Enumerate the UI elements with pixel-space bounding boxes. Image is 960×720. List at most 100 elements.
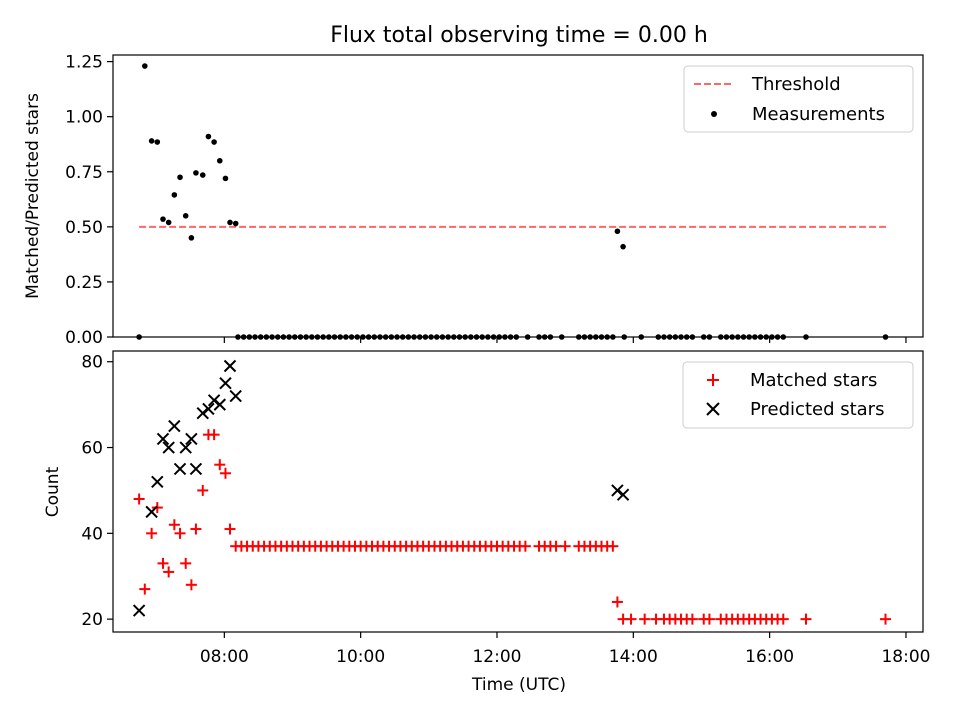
matched-star-point xyxy=(777,613,789,625)
bottom-x-tick-label: 16:00 xyxy=(745,647,794,667)
matched-star-point xyxy=(208,429,220,441)
measurement-point xyxy=(154,139,161,145)
predicted-star-point xyxy=(189,462,203,476)
bottom-y-tick-label: 80 xyxy=(81,353,103,373)
chart-title: Flux total observing time = 0.00 h xyxy=(330,23,708,48)
predicted-star-point xyxy=(173,462,187,476)
bottom-x-tick-label: 10:00 xyxy=(336,647,385,667)
top-legend: Threshold Measurements xyxy=(683,65,914,133)
measurement-point xyxy=(142,63,148,69)
bottom-x-tick-label: 14:00 xyxy=(609,647,658,667)
bottom-plot-frame xyxy=(112,350,924,633)
measurement-point xyxy=(222,175,229,182)
measurement-point xyxy=(182,213,189,219)
matched-star-point xyxy=(703,613,715,625)
measurement-point xyxy=(171,192,178,198)
predicted-star-point xyxy=(179,441,192,454)
matched-star-point xyxy=(190,523,202,535)
bottom-legend-frame xyxy=(682,361,914,429)
top-y-tick-label: 0.75 xyxy=(65,163,103,183)
measurement-point xyxy=(148,138,155,144)
predicted-star-point xyxy=(202,402,215,416)
top-plot-frame xyxy=(112,54,924,338)
bottom-plot-marks xyxy=(132,359,892,625)
top-axis-ticks: 0.00 0.25 0.50 0.75 1.00 1.25 xyxy=(65,53,907,348)
top-y-tick-label: 1.00 xyxy=(65,108,103,128)
matched-star-point xyxy=(133,493,145,505)
measurement-point xyxy=(177,174,183,181)
top-y-tick-label: 1.25 xyxy=(65,53,103,73)
measurements-legend-swatch xyxy=(711,111,717,117)
measurement-point xyxy=(193,170,199,176)
matched-star-point xyxy=(197,484,209,496)
predicted-star-point xyxy=(229,389,242,403)
matched-star-point xyxy=(157,557,169,569)
bottom-y-tick-label: 60 xyxy=(81,439,103,459)
predicted-legend-swatch xyxy=(706,402,720,416)
measurement-point xyxy=(614,228,621,235)
predicted-star-point xyxy=(213,398,226,411)
bottom-x-axis-label: Time (UTC) xyxy=(471,675,566,695)
measurements-legend-label: Measurements xyxy=(752,104,885,125)
bottom-y-tick-label: 20 xyxy=(81,610,103,630)
predicted-star-point xyxy=(132,604,146,617)
predicted-star-point xyxy=(168,419,181,433)
matched-star-point xyxy=(639,613,651,625)
measurement-point xyxy=(227,219,233,226)
measurement-point xyxy=(188,235,195,241)
top-y-tick-label: 0.50 xyxy=(65,218,103,238)
top-y-axis-label: Matched/Predicted stars xyxy=(23,93,43,299)
matched-star-point xyxy=(185,579,197,591)
predicted-star-point xyxy=(616,488,630,501)
measurement-point xyxy=(205,133,212,140)
matched-star-point xyxy=(180,557,192,569)
matched-star-point xyxy=(800,613,812,625)
bottom-y-tick-label: 40 xyxy=(81,524,103,544)
matched-star-point xyxy=(519,540,531,552)
threshold-legend-label: Threshold xyxy=(751,74,841,95)
matched-star-point xyxy=(559,540,571,552)
matched-star-point xyxy=(219,467,231,479)
predicted-star-point xyxy=(162,441,175,454)
measurement-point xyxy=(216,157,223,164)
bottom-axis-ticks: 20 40 60 80 08:00 10:00 12:00 14:00 16:00 18:00 xyxy=(81,353,930,667)
bottom-x-tick-label: 12:00 xyxy=(472,647,521,667)
predicted-star-point xyxy=(185,432,198,446)
top-y-tick-label: 0.00 xyxy=(65,328,103,348)
bottom-legend: Matched stars Predicted stars xyxy=(682,361,914,429)
matched-legend-swatch xyxy=(707,374,719,386)
predicted-star-point xyxy=(219,376,232,390)
matched-star-point xyxy=(686,613,698,625)
measurement-point xyxy=(165,219,172,226)
bottom-x-tick-label: 08:00 xyxy=(200,647,249,667)
top-y-tick-label: 0.25 xyxy=(65,273,103,293)
top-legend-frame xyxy=(683,65,914,133)
matched-star-point xyxy=(607,540,619,552)
measurement-point xyxy=(211,139,217,145)
matched-star-point xyxy=(168,519,180,531)
measurement-point xyxy=(232,220,239,227)
predicted-star-point xyxy=(223,359,237,373)
measurement-point xyxy=(620,243,626,250)
bottom-x-tick-label: 18:00 xyxy=(881,647,930,667)
matched-legend-label: Matched stars xyxy=(750,370,877,391)
matched-star-point xyxy=(214,459,226,471)
predicted-legend-label: Predicted stars xyxy=(750,399,884,420)
matched-star-point xyxy=(146,527,158,539)
matched-star-point xyxy=(880,613,892,625)
matched-star-point xyxy=(163,566,175,578)
matched-star-point xyxy=(174,527,186,539)
measurement-point xyxy=(199,172,206,178)
matched-star-point xyxy=(625,613,637,625)
matched-star-point xyxy=(139,583,151,595)
bottom-y-axis-label: Count xyxy=(43,466,63,517)
bottom-panel: 20 40 60 80 08:00 10:00 12:00 14:00 16:00 18:00 C… xyxy=(43,350,930,695)
measurement-point xyxy=(160,216,166,222)
top-panel: 0.00 0.25 0.50 0.75 1.00 1.25 Matched/Predict… xyxy=(23,53,924,348)
matched-star-point xyxy=(224,523,236,535)
predicted-star-point xyxy=(145,505,158,519)
matched-star-point xyxy=(611,596,623,608)
predicted-star-point xyxy=(156,432,170,446)
predicted-star-point xyxy=(151,475,164,489)
